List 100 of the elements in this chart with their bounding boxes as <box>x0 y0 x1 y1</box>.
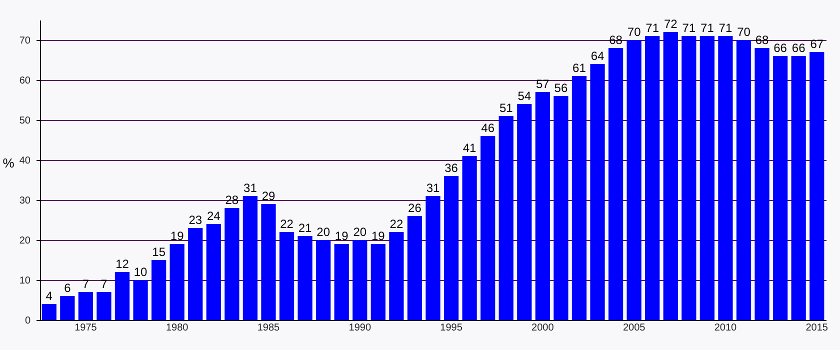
data-label: 57 <box>536 77 550 91</box>
bar <box>426 196 440 320</box>
y-tick-label: 30 <box>19 196 31 206</box>
bar <box>718 36 733 320</box>
bar <box>772 56 788 320</box>
bar <box>810 52 824 320</box>
data-label: 56 <box>554 81 568 95</box>
bar <box>754 48 770 320</box>
y-axis-title: % <box>2 156 15 170</box>
bar <box>480 136 496 320</box>
data-label: 41 <box>462 141 477 155</box>
bar <box>78 292 94 320</box>
bar <box>370 244 386 320</box>
x-tick-label: 2005 <box>622 322 646 334</box>
data-label: 20 <box>316 225 330 239</box>
y-tick-label: 20 <box>19 236 31 246</box>
bar <box>444 176 459 320</box>
data-label: 7 <box>82 277 90 291</box>
data-label: 71 <box>646 21 660 35</box>
bar <box>152 260 166 320</box>
bar <box>188 228 203 320</box>
bar <box>517 104 532 320</box>
bar <box>462 156 477 320</box>
data-label: 70 <box>737 25 751 39</box>
data-label: 10 <box>134 265 148 279</box>
data-label: 20 <box>353 225 367 239</box>
bar <box>626 40 642 320</box>
data-label: 22 <box>280 217 294 231</box>
data-label: 23 <box>188 213 202 227</box>
bar <box>114 272 130 320</box>
data-label: 21 <box>298 221 312 235</box>
data-label: 36 <box>444 161 458 175</box>
y-tick-label: 40 <box>19 156 31 166</box>
y-tick-label: 10 <box>19 276 31 286</box>
data-label: 66 <box>792 41 806 55</box>
data-label: 71 <box>682 21 696 35</box>
bar <box>645 36 660 320</box>
data-label: 46 <box>481 121 495 135</box>
data-label: 31 <box>426 181 440 195</box>
data-label: 4 <box>46 289 53 303</box>
bar <box>352 240 368 320</box>
data-label: 6 <box>64 281 72 295</box>
x-tick-label: 2010 <box>714 322 738 334</box>
bar <box>60 296 75 320</box>
data-label: 66 <box>774 41 788 55</box>
data-label: 7 <box>100 277 108 291</box>
bar <box>407 216 422 320</box>
bar <box>736 40 752 320</box>
data-label: 12 <box>116 257 130 271</box>
y-tick-label: 60 <box>19 76 31 86</box>
data-label: 19 <box>334 229 349 243</box>
bar <box>554 96 568 320</box>
x-tick-label: 1985 <box>257 322 280 334</box>
bar <box>261 204 276 320</box>
data-label: 24 <box>206 209 221 223</box>
bar <box>316 240 331 320</box>
data-label: 22 <box>390 217 404 231</box>
data-label: 71 <box>700 21 714 35</box>
data-label: 71 <box>718 21 732 35</box>
bar <box>700 36 714 320</box>
bar <box>334 244 349 320</box>
bar <box>791 56 806 320</box>
bar <box>279 232 294 320</box>
x-tick-label: 1990 <box>348 322 372 334</box>
y-tick-label: 70 <box>19 36 31 46</box>
x-tick-label: 1975 <box>74 322 98 334</box>
x-tick-label: 1980 <box>166 322 189 334</box>
data-label: 64 <box>590 49 605 63</box>
y-tick-label: 0 <box>24 316 31 326</box>
y-tick-label: 50 <box>19 116 31 126</box>
data-label: 54 <box>518 89 532 103</box>
data-label: 15 <box>152 245 166 259</box>
data-label: 51 <box>499 101 514 115</box>
x-tick-label: 1995 <box>440 322 463 334</box>
x-tick-label: 2015 <box>806 322 828 334</box>
data-label: 19 <box>170 229 184 243</box>
data-label: 19 <box>371 229 386 243</box>
bar <box>96 292 112 320</box>
bar <box>133 280 148 320</box>
data-label: 29 <box>262 189 276 203</box>
bar <box>242 196 258 320</box>
bar <box>42 304 56 320</box>
data-label: 61 <box>572 61 586 75</box>
bar <box>535 92 550 320</box>
bar <box>682 36 696 320</box>
bar <box>663 32 678 320</box>
bar <box>206 224 221 320</box>
x-tick-label: 2000 <box>532 322 554 334</box>
data-label: 67 <box>810 37 824 51</box>
bar <box>298 236 312 320</box>
bar <box>498 116 514 320</box>
data-label: 70 <box>627 25 642 39</box>
bar <box>389 232 404 320</box>
bar <box>224 208 240 320</box>
bar <box>590 64 605 320</box>
data-label: 26 <box>408 201 422 215</box>
bar <box>608 48 624 320</box>
bar <box>170 244 184 320</box>
data-label: 72 <box>664 17 678 31</box>
bar <box>572 76 587 320</box>
